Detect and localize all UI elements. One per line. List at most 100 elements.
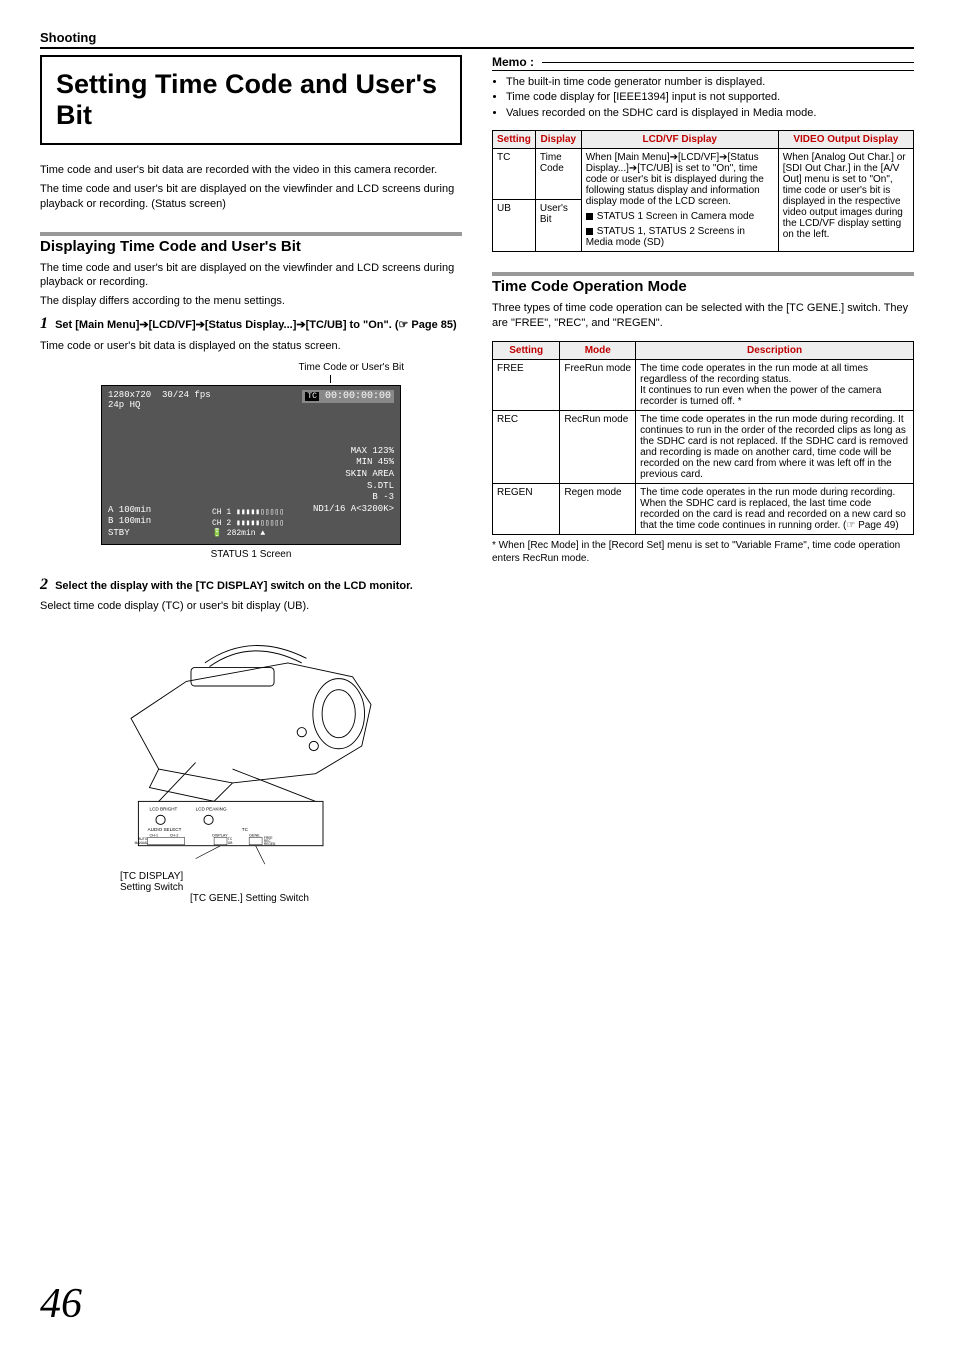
camera-svg: LCD BRIGHT LCD PEAKING AUDIO SELECT CH-1… <box>91 626 411 866</box>
t1-lcdvf-b1: STATUS 1 Screen in Camera mode <box>597 211 754 222</box>
memo-item: Time code display for [IEEE1394] input i… <box>506 90 914 104</box>
step-2-text: Select the display with the [TC DISPLAY]… <box>55 580 413 592</box>
cam-label-tcdisplay2: Setting Switch <box>120 882 462 893</box>
t2-r3-desc: The time code operates in the run mode d… <box>636 483 914 534</box>
status-stby: STBY <box>108 528 151 540</box>
status-r4: S.DTL <box>313 481 394 493</box>
panel-ub-opt: UB <box>228 841 232 845</box>
memo-list: The built-in time code generator number … <box>492 75 914 120</box>
step-1: 1 Set [Main Menu]➔[LCD/VF]➔[Status Displ… <box>40 313 462 335</box>
panel-tc: TC <box>242 827 249 832</box>
subhead-display: Displaying Time Code and User's Bit <box>40 232 462 255</box>
sub2-intro: Three types of time code operation can b… <box>492 301 914 331</box>
panel-ch1: CH-1 <box>149 833 158 837</box>
status-a: A 100min <box>108 505 151 517</box>
sub1-p2: The display differs according to the men… <box>40 294 462 309</box>
subhead-operation: Time Code Operation Mode <box>492 272 914 295</box>
step-1-num: 1 <box>40 315 48 332</box>
camera-illustration: LCD BRIGHT LCD PEAKING AUDIO SELECT CH-1… <box>40 626 462 904</box>
status-tc-box: TC 00:00:00:00 <box>302 390 394 403</box>
t1-r2-display: User's Bit <box>535 200 581 252</box>
status-screen: 1280x720 30/24 fps 24p HQ TC 00:00:00:00… <box>101 385 401 545</box>
step-2-num: 2 <box>40 576 48 593</box>
t1-h4: VIDEO Output Display <box>778 130 913 148</box>
t2-r1-mode: FreeRun mode <box>560 359 636 410</box>
panel-manual: MANUAL <box>135 841 149 845</box>
status-res: 1280x720 <box>108 390 151 400</box>
t2-r2-setting: REC <box>493 410 560 483</box>
memo-title: Memo : <box>492 55 534 69</box>
memo-heading: Memo : <box>492 55 914 71</box>
right-column: Memo : The built-in time code generator … <box>492 55 914 904</box>
status-r1: MAX 123% <box>313 446 394 458</box>
t2-r1-desc: The time code operates in the run mode a… <box>636 359 914 410</box>
t1-lcdvf: When [Main Menu]➔[LCD/VF]➔[Status Displa… <box>581 148 778 251</box>
status-right: MAX 123% MIN 45% SKIN AREA S.DTL B -3 ND… <box>313 446 394 516</box>
table-display-settings: Setting Display LCD/VF Display VIDEO Out… <box>492 130 914 252</box>
status-fps: 30/24 fps <box>162 390 211 400</box>
step-2: 2 Select the display with the [TC DISPLA… <box>40 574 462 596</box>
t2-r3-setting: REGEN <box>493 483 560 534</box>
t1-lcdvf-intro: When [Main Menu]➔[LCD/VF]➔[Status Displa… <box>586 152 774 207</box>
status-ch1: CH 1 ▮▮▮▮▮▯▯▯▯▯ <box>212 508 284 518</box>
step-2-after: Select time code display (TC) or user's … <box>40 599 462 614</box>
table-row: TC Time Code When [Main Menu]➔[LCD/VF]➔[… <box>493 148 914 200</box>
t2-r1-setting: FREE <box>493 359 560 410</box>
table-row: REC RecRun mode The time code operates i… <box>493 410 914 483</box>
t1-r2-setting: UB <box>493 200 536 252</box>
page-title: Setting Time Code and User's Bit <box>56 69 446 131</box>
panel-lcd-peaking: LCD PEAKING <box>196 807 227 812</box>
memo-item: The built-in time code generator number … <box>506 75 914 89</box>
t1-h1: Setting <box>493 130 536 148</box>
status-batt: 🔋 282min ▲ <box>212 529 284 539</box>
square-bullet-icon <box>586 213 593 220</box>
status-caption-bot: STATUS 1 Screen <box>40 549 462 560</box>
t1-h3: LCD/VF Display <box>581 130 778 148</box>
panel-display: DISPLAY <box>212 833 228 837</box>
panel-regen: REGEN <box>264 842 276 846</box>
t2-h1: Setting <box>493 341 560 359</box>
t2-r1-desc1: The time code operates in the run mode a… <box>640 363 909 385</box>
t1-lcdvf-b2: STATUS 1, STATUS 2 Screens in Media mode… <box>586 226 745 248</box>
t1-video-out: When [Analog Out Char.] or [SDI Out Char… <box>778 148 913 251</box>
status-r2: MIN 45% <box>313 457 394 469</box>
intro-2: The time code and user's bit are display… <box>40 182 462 212</box>
title-box: Setting Time Code and User's Bit <box>40 55 462 145</box>
panel-lcd-bright: LCD BRIGHT <box>149 807 177 812</box>
status-r6: ND1/16 A<3200K> <box>313 504 394 516</box>
page-number: 46 <box>40 1280 82 1328</box>
t2-h2: Mode <box>560 341 636 359</box>
t1-r1-display: Time Code <box>535 148 581 200</box>
cam-label-tcdisplay: [TC DISPLAY] <box>120 871 462 882</box>
memo-item: Values recorded on the SDHC card is disp… <box>506 106 914 120</box>
table-row: REGEN Regen mode The time code operates … <box>493 483 914 534</box>
status-b: B 100min <box>108 516 151 528</box>
tc-icon: TC <box>305 392 319 401</box>
t2-r1-desc2: It continues to run even when the power … <box>640 385 909 407</box>
panel-audio-select: AUDIO SELECT <box>148 827 182 832</box>
sub1-p1: The time code and user's bit are display… <box>40 261 462 291</box>
table-operation-mode: Setting Mode Description FREE FreeRun mo… <box>492 341 914 535</box>
left-column: Setting Time Code and User's Bit Time co… <box>40 55 462 904</box>
t2-r3-mode: Regen mode <box>560 483 636 534</box>
status-tc: 00:00:00:00 <box>325 391 391 402</box>
status-caption-top: Time Code or User's Bit <box>40 362 462 373</box>
table-row: FREE FreeRun mode The time code operates… <box>493 359 914 410</box>
status-ch2: CH 2 ▮▮▮▮▮▯▯▯▯▯ <box>212 519 284 529</box>
status-left-bot: A 100min B 100min STBY <box>108 505 151 540</box>
t2-h3: Description <box>636 341 914 359</box>
intro-1: Time code and user's bit data are record… <box>40 163 462 178</box>
step-1-after: Time code or user's bit data is displaye… <box>40 339 462 354</box>
t2-r2-desc: The time code operates in the run mode d… <box>636 410 914 483</box>
cam-label-tcgene: [TC GENE.] Setting Switch <box>190 893 462 904</box>
status-r5: B -3 <box>313 492 394 504</box>
square-bullet-icon <box>586 228 593 235</box>
panel-ch2: CH-2 <box>170 833 179 837</box>
t1-h2: Display <box>535 130 581 148</box>
step-1-text: Set [Main Menu]➔[LCD/VF]➔[Status Display… <box>55 319 457 331</box>
table2-footnote: * When [Rec Mode] in the [Record Set] me… <box>492 539 914 566</box>
status-r3: SKIN AREA <box>313 469 394 481</box>
t1-r1-setting: TC <box>493 148 536 200</box>
section-label: Shooting <box>40 30 914 49</box>
status-screen-wrap: Time Code or User's Bit 1280x720 30/24 f… <box>40 362 462 560</box>
